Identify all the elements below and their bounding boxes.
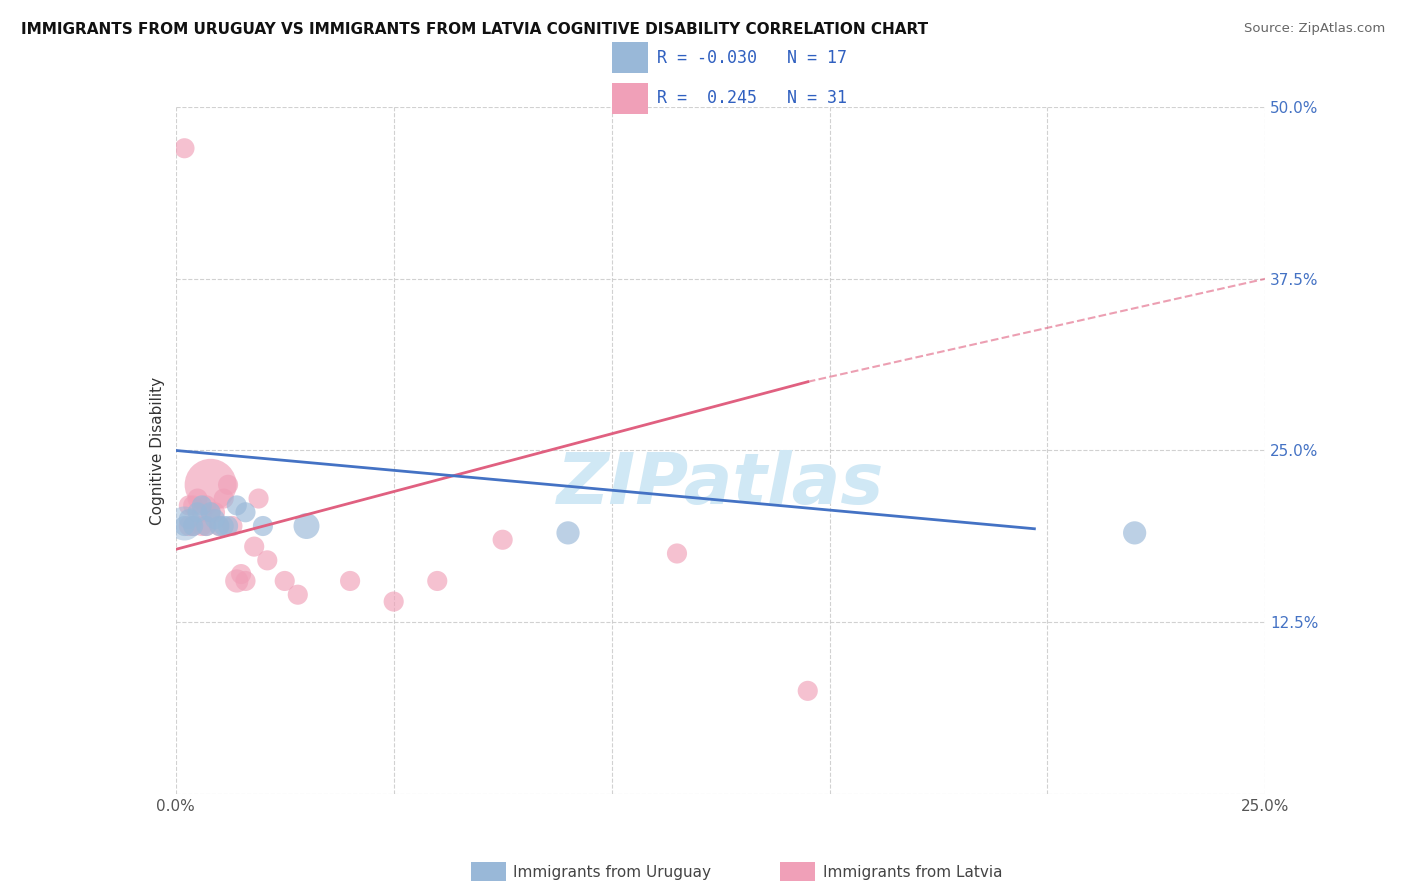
Point (208, 519, 231, 533)
Y-axis label: Cognitive Disability: Cognitive Disability (149, 376, 165, 524)
Point (195, 519, 218, 533)
Point (191, 505, 214, 519)
Point (177, 512, 200, 526)
Point (666, 546, 689, 561)
Point (181, 519, 204, 533)
Point (235, 574, 257, 588)
Text: Source: ZipAtlas.com: Source: ZipAtlas.com (1244, 22, 1385, 36)
Point (173, 141, 195, 155)
Text: Immigrants from Uruguay: Immigrants from Uruguay (513, 865, 711, 880)
Point (195, 519, 218, 533)
Point (287, 588, 309, 602)
FancyBboxPatch shape (612, 43, 648, 73)
Point (191, 519, 214, 533)
Point (186, 505, 209, 519)
Point (200, 478, 222, 492)
Point (200, 505, 222, 519)
Point (221, 519, 243, 533)
Point (426, 574, 449, 588)
FancyBboxPatch shape (612, 83, 648, 113)
Point (235, 505, 257, 519)
Point (492, 533, 515, 547)
Point (557, 525, 579, 540)
Point (204, 512, 226, 526)
Point (225, 574, 247, 588)
Point (295, 519, 318, 533)
Point (1123, 525, 1146, 540)
Point (217, 478, 239, 492)
Point (177, 499, 200, 513)
Point (208, 519, 231, 533)
Point (225, 499, 247, 513)
Point (247, 491, 270, 506)
Point (252, 519, 274, 533)
Point (181, 519, 204, 533)
Point (231, 567, 253, 582)
Text: R =  0.245   N = 31: R = 0.245 N = 31 (657, 89, 846, 107)
Point (200, 505, 222, 519)
Point (217, 519, 239, 533)
Point (186, 491, 209, 506)
Point (181, 499, 204, 513)
Point (256, 553, 278, 567)
Point (173, 519, 195, 533)
Text: R = -0.030   N = 17: R = -0.030 N = 17 (657, 49, 846, 67)
Point (382, 594, 405, 608)
Point (274, 574, 297, 588)
Text: IMMIGRANTS FROM URUGUAY VS IMMIGRANTS FROM LATVIA COGNITIVE DISABILITY CORRELATI: IMMIGRANTS FROM URUGUAY VS IMMIGRANTS FR… (21, 22, 928, 37)
Point (204, 505, 226, 519)
Point (195, 499, 218, 513)
Point (212, 491, 235, 506)
Point (173, 516, 195, 531)
Point (177, 519, 200, 533)
Point (339, 574, 361, 588)
Point (191, 499, 214, 513)
Point (796, 683, 818, 698)
Point (243, 540, 266, 554)
Text: ZIPatlas: ZIPatlas (557, 450, 884, 519)
Point (212, 519, 235, 533)
Text: Immigrants from Latvia: Immigrants from Latvia (823, 865, 1002, 880)
